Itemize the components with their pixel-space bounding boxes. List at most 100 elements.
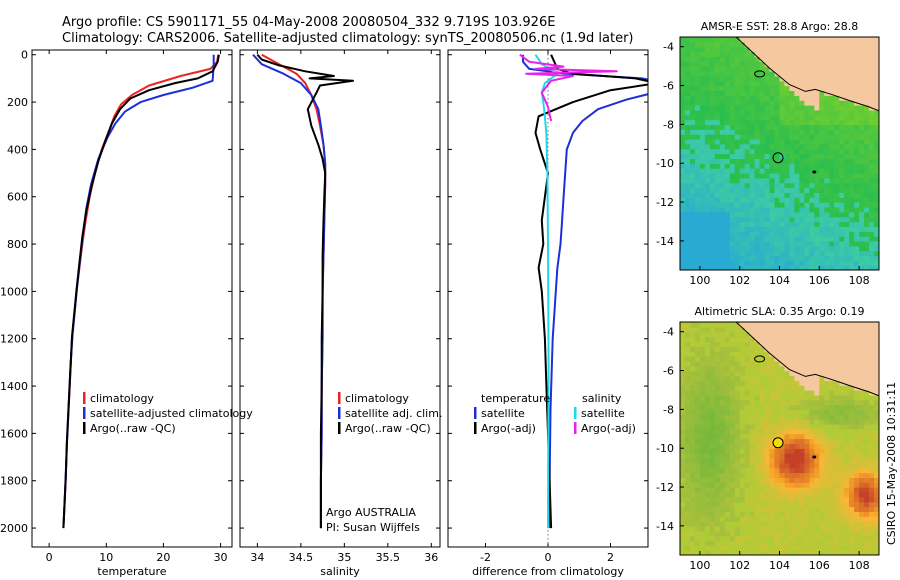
ocean-cell [779, 521, 786, 527]
ocean-cell [685, 380, 691, 386]
ocean-cell [769, 438, 776, 444]
ocean-cell [719, 66, 726, 72]
ocean-cell [809, 535, 815, 542]
ocean-cell [739, 255, 746, 261]
ocean-cell [759, 506, 766, 512]
land-cell [799, 341, 805, 347]
land-cell [859, 375, 865, 381]
ocean-cell [685, 265, 691, 270]
ocean-cell [734, 550, 741, 555]
ocean-cell [764, 255, 771, 261]
ocean-cell [869, 206, 875, 213]
ocean-cell [685, 550, 691, 555]
ocean-cell [839, 433, 845, 440]
ocean-cell [734, 206, 741, 213]
ocean-cell [729, 143, 736, 150]
ocean-cell [774, 428, 781, 435]
ocean-cell [804, 501, 810, 508]
ocean-cell [709, 265, 716, 270]
ocean-cell [824, 511, 830, 517]
ocean-cell [789, 192, 796, 198]
ocean-cell [685, 448, 691, 454]
ocean-cell [685, 453, 691, 459]
ocean-cell [739, 85, 746, 91]
ocean-cell [744, 404, 751, 410]
ocean-cell [709, 148, 716, 155]
ocean-cell [804, 516, 810, 522]
ocean-cell [729, 182, 736, 189]
land-cell [809, 46, 815, 53]
ocean-cell [724, 236, 731, 242]
land-cell [799, 61, 805, 67]
ocean-cell [839, 250, 845, 257]
land-cell [869, 95, 875, 101]
ocean-cell [774, 550, 781, 555]
ocean-cell [869, 182, 875, 189]
ocean-cell [709, 90, 716, 96]
ocean-cell [744, 346, 751, 352]
ocean-cell [734, 521, 741, 527]
ocean-cell [754, 105, 761, 111]
ocean-cell [739, 467, 746, 474]
ocean-cell [749, 462, 756, 469]
ocean-cell [774, 414, 781, 420]
ocean-cell [680, 197, 686, 203]
ocean-cell [779, 109, 786, 116]
ocean-cell [709, 236, 716, 242]
ocean-cell [699, 265, 706, 270]
ocean-cell [874, 168, 879, 174]
ocean-cell [744, 477, 751, 483]
ocean-cell [764, 521, 771, 527]
ocean-cell [690, 240, 696, 247]
ocean-cell [734, 375, 741, 381]
ocean-cell [754, 226, 761, 232]
ocean-cell [814, 423, 820, 430]
ocean-cell [869, 477, 875, 483]
ocean-cell [779, 105, 786, 111]
ocean-cell [854, 206, 860, 213]
ocean-cell [744, 265, 751, 270]
ocean-cell [769, 71, 776, 77]
ocean-cell [804, 216, 810, 223]
ocean-cell [849, 158, 855, 164]
ocean-cell [699, 516, 706, 522]
ocean-cell [719, 511, 726, 517]
ocean-cell [685, 545, 691, 551]
ocean-cell [839, 399, 845, 406]
ocean-cell [844, 192, 850, 198]
ocean-cell [849, 491, 855, 498]
ocean-cell [690, 51, 696, 58]
ocean-cell [779, 182, 786, 189]
ocean-cell [749, 177, 756, 184]
ocean-cell [854, 124, 860, 130]
ocean-cell [764, 71, 771, 77]
land-cell [819, 56, 825, 62]
land-cell [819, 360, 825, 367]
ocean-cell [744, 550, 751, 555]
ocean-cell [849, 114, 855, 121]
ocean-cell [874, 163, 879, 169]
ocean-cell [719, 462, 726, 469]
ocean-cell [784, 143, 791, 150]
ocean-cell [690, 467, 696, 474]
ocean-cell [685, 540, 691, 546]
ocean-cell [680, 540, 686, 546]
ocean-cell [799, 202, 805, 208]
ocean-cell [774, 168, 781, 174]
ocean-cell [814, 216, 820, 223]
land-cell [829, 75, 835, 82]
ocean-cell [789, 423, 796, 430]
ocean-cell [769, 482, 776, 488]
ocean-cell [799, 467, 805, 474]
ocean-cell [849, 433, 855, 440]
ocean-cell [784, 206, 791, 213]
ocean-cell [714, 41, 721, 48]
ocean-cell [754, 414, 761, 420]
ocean-cell [819, 521, 825, 527]
ocean-cell [859, 462, 865, 469]
ocean-cell [799, 172, 805, 179]
ocean-cell [779, 448, 786, 454]
land-cell [824, 41, 830, 48]
ocean-cell [764, 462, 771, 469]
ocean-cell [724, 66, 731, 72]
